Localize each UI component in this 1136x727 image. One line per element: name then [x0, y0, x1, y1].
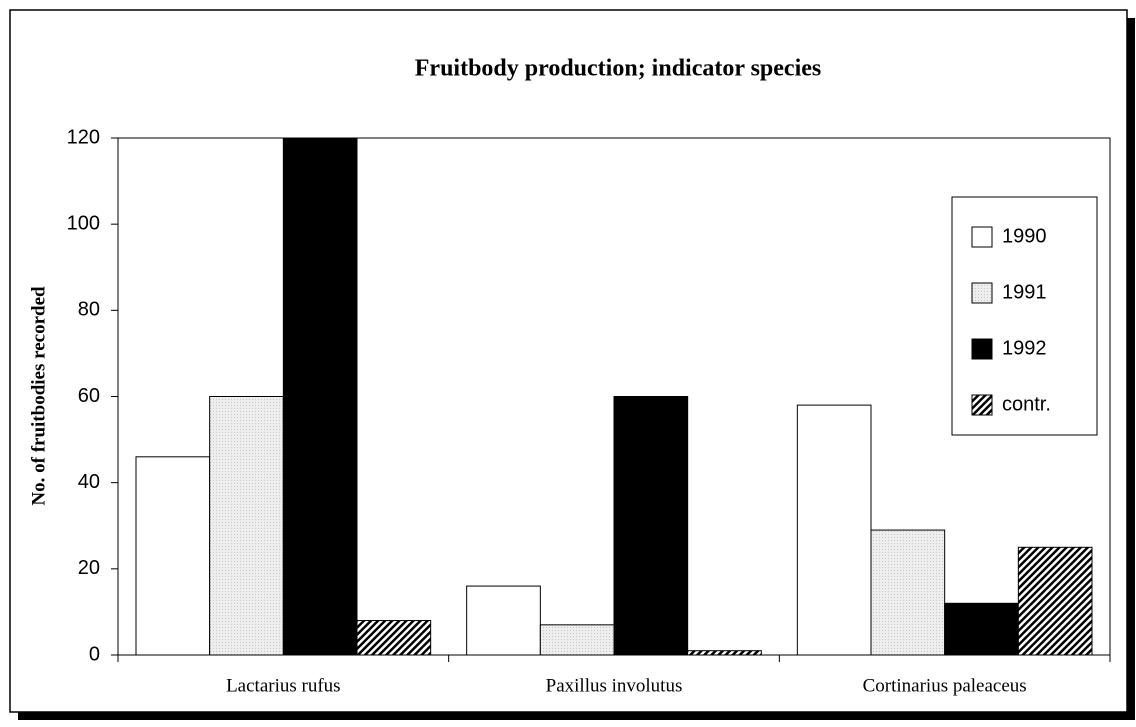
legend-swatch — [971, 226, 993, 248]
legend-label: 1991 — [1002, 281, 1047, 303]
y-tick-label: 80 — [78, 299, 100, 321]
bar — [796, 404, 872, 656]
bar — [1017, 546, 1093, 656]
y-axis-label: No. of fruitbodies recorded — [28, 286, 49, 506]
legend-label: 1992 — [1002, 337, 1047, 359]
legend-swatch — [971, 338, 993, 360]
bar — [466, 585, 541, 656]
x-tick-label: Paxillus involutus — [546, 675, 683, 696]
legend-swatch — [971, 282, 993, 304]
bar — [282, 137, 358, 656]
y-tick-label: 0 — [89, 643, 100, 665]
bar — [870, 529, 946, 656]
bar — [613, 396, 689, 656]
chart-title: Fruitbody production; indicator species — [415, 56, 821, 82]
y-tick-label: 120 — [67, 126, 100, 148]
legend-label: contr. — [1002, 393, 1051, 415]
y-tick-label: 40 — [78, 471, 100, 493]
x-tick-label: Cortinarius paleaceus — [863, 675, 1027, 696]
bar — [135, 456, 211, 656]
bar — [356, 620, 432, 656]
legend-label: 1990 — [1002, 225, 1047, 247]
bar — [209, 396, 284, 656]
bar — [687, 650, 762, 656]
y-tick-label: 20 — [78, 557, 100, 579]
bar — [944, 602, 1019, 656]
y-tick-label: 60 — [78, 385, 100, 407]
legend-swatch — [971, 394, 993, 416]
bar — [539, 624, 615, 656]
y-tick-label: 100 — [67, 212, 100, 234]
x-tick-label: Lactarius rufus — [226, 675, 340, 696]
